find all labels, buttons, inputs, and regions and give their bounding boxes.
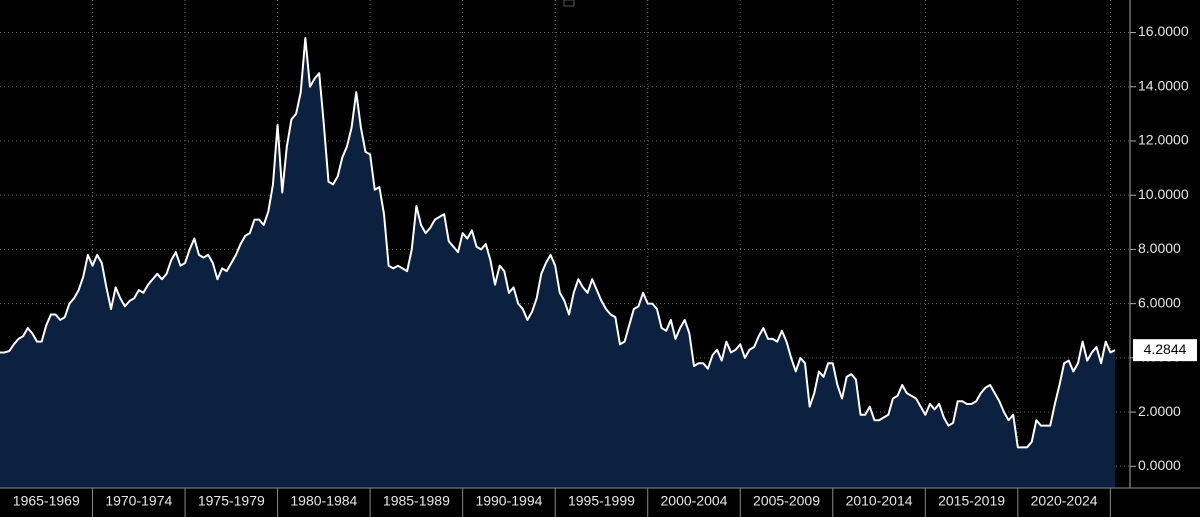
last-value-box — [1133, 339, 1197, 362]
toolbar-icon — [563, 0, 575, 7]
last-value-label: 4.2844 — [1144, 341, 1187, 357]
x-tick-label: 1990-1994 — [475, 493, 542, 509]
y-tick-label: 10.0000 — [1138, 186, 1189, 202]
x-tick-label: 1985-1989 — [383, 493, 450, 509]
x-tick-label: 1970-1974 — [105, 493, 172, 509]
x-tick-label: 2010-2014 — [846, 493, 913, 509]
y-tick-label: 12.0000 — [1138, 132, 1189, 148]
y-tick-label: 2.0000 — [1138, 403, 1181, 419]
x-tick-label: 2005-2009 — [753, 493, 820, 509]
x-tick-label: 2020-2024 — [1031, 493, 1098, 509]
x-tick-label: 2000-2004 — [661, 493, 728, 509]
x-tick-label: 1995-1999 — [568, 493, 635, 509]
y-tick-label: 0.0000 — [1138, 457, 1181, 473]
y-tick-label: 6.0000 — [1138, 294, 1181, 310]
x-tick-label: 2015-2019 — [938, 493, 1005, 509]
x-tick-label: 1980-1984 — [290, 493, 357, 509]
y-tick-label: 14.0000 — [1138, 77, 1189, 93]
line — [0, 36, 1116, 449]
y-tick-label: 8.0000 — [1138, 240, 1181, 256]
y-tick-label: 16.0000 — [1138, 23, 1189, 39]
x-tick-label: 1965-1969 — [13, 493, 80, 509]
x-tick-label: 1975-1979 — [198, 493, 265, 509]
